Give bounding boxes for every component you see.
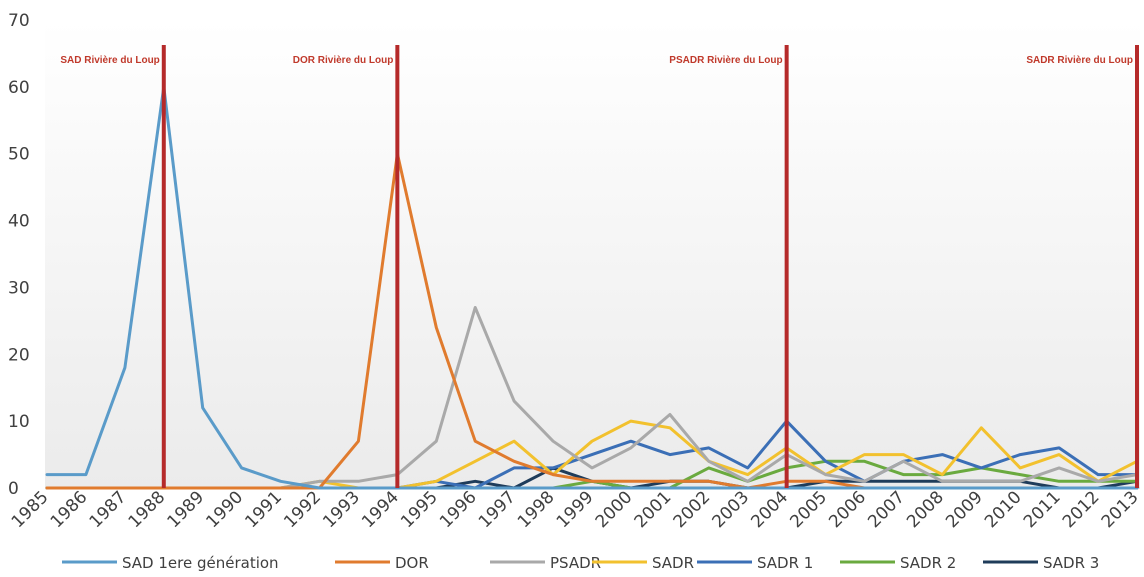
x-tick-label: 2004 <box>747 487 792 532</box>
x-tick-label: 2001 <box>631 487 676 532</box>
x-axis-ticks: 1985198619871988198919901991199219931994… <box>8 487 1143 532</box>
x-tick-label: 2003 <box>709 487 754 532</box>
x-tick-label: 2012 <box>1059 487 1104 532</box>
y-tick-label: 30 <box>8 278 30 298</box>
x-tick-label: 1999 <box>553 487 598 532</box>
legend-label: DOR <box>395 554 429 572</box>
y-tick-label: 60 <box>8 78 30 98</box>
x-tick-label: 2005 <box>786 487 831 532</box>
legend-label: SADR 1 <box>757 554 813 572</box>
legend-label: SADR 2 <box>900 554 956 572</box>
y-tick-label: 40 <box>8 212 30 232</box>
x-tick-label: 1986 <box>47 487 92 532</box>
x-tick-label: 1997 <box>475 487 520 532</box>
legend: SAD 1ere génération DOR PSADR SADR SADR 1 SAD… <box>62 554 1099 572</box>
x-tick-label: 2000 <box>592 487 637 532</box>
x-tick-label: 2006 <box>825 487 870 532</box>
series-line-sad-1ere-g-n-ration <box>45 85 1139 490</box>
y-tick-label: 10 <box>8 412 30 432</box>
x-tick-label: 1994 <box>358 487 403 532</box>
legend-label: SADR 3 <box>1043 554 1099 572</box>
x-tick-label: 1991 <box>241 487 286 532</box>
x-tick-label: 2009 <box>942 487 987 532</box>
x-tick-label: 2002 <box>670 487 715 532</box>
event-marker-label: DOR Rivière du Loup <box>293 55 394 66</box>
x-tick-label: 2008 <box>903 487 948 532</box>
x-tick-label: 1988 <box>125 487 170 532</box>
series-layer <box>45 85 1139 490</box>
x-tick-label: 1995 <box>397 487 442 532</box>
legend-label: SAD 1ere génération <box>122 554 279 572</box>
x-tick-label: 1993 <box>319 487 364 532</box>
x-tick-label: 2011 <box>1020 487 1065 532</box>
y-tick-label: 50 <box>8 145 30 165</box>
event-marker-label: PSADR Rivière du Loup <box>669 55 782 66</box>
x-tick-label: 1992 <box>280 487 325 532</box>
x-tick-label: 1990 <box>202 487 247 532</box>
legend-label: PSADR <box>550 554 601 572</box>
event-marker-label: SAD Rivière du Loup <box>60 55 159 66</box>
x-tick-label: 1987 <box>86 487 131 532</box>
y-tick-label: 70 <box>8 11 30 31</box>
y-tick-label: 20 <box>8 345 30 365</box>
x-tick-label: 1998 <box>514 487 559 532</box>
x-tick-label: 2010 <box>981 487 1026 532</box>
y-tick-label: 0 <box>8 479 19 499</box>
x-tick-label: 2007 <box>864 487 909 532</box>
x-tick-label: 2013 <box>1098 487 1143 532</box>
event-markers: SAD Rivière du Loup DOR Rivière du Loup PS… <box>60 45 1139 488</box>
x-tick-label: 1996 <box>436 487 481 532</box>
legend-label: SADR <box>652 554 694 572</box>
plot-background <box>45 20 1140 488</box>
event-marker-label: SADR Rivière du Loup <box>1026 55 1133 66</box>
y-axis-ticks: 0 10 20 30 40 50 60 70 <box>8 11 30 499</box>
x-tick-label: 1989 <box>164 487 209 532</box>
